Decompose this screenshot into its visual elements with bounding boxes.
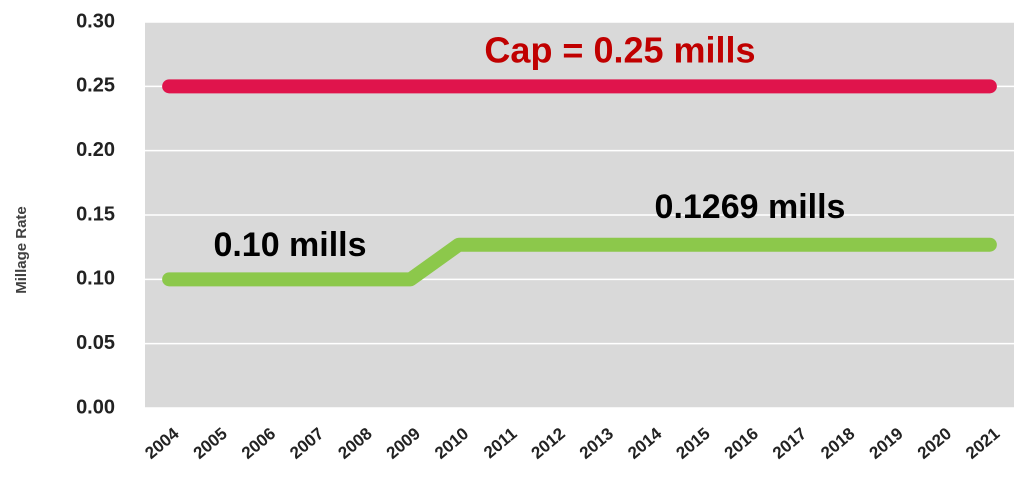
x-tick-label: 2021 bbox=[962, 424, 1003, 463]
x-tick-label: 2016 bbox=[721, 424, 762, 463]
x-tick-label: 2006 bbox=[238, 424, 279, 463]
y-tick-label: 0.20 bbox=[76, 139, 115, 161]
x-tick-label: 2008 bbox=[335, 424, 376, 463]
y-tick-label: 0.15 bbox=[76, 203, 115, 225]
x-tick-label: 2012 bbox=[528, 424, 569, 463]
annotation: 0.1269 mills bbox=[655, 188, 846, 226]
y-axis-label: Millage Rate bbox=[13, 206, 30, 294]
y-tick-label: 0.05 bbox=[76, 332, 115, 354]
x-tick-label: 2013 bbox=[576, 424, 617, 463]
x-tick-label: 2010 bbox=[431, 424, 472, 463]
x-tick-label: 2018 bbox=[817, 424, 858, 463]
x-tick-label: 2019 bbox=[866, 424, 907, 463]
y-tick-label: 0.25 bbox=[76, 75, 115, 97]
y-tick-label: 0.30 bbox=[76, 10, 115, 32]
y-tick-label: 0.10 bbox=[76, 268, 115, 290]
x-tick-label: 2005 bbox=[190, 424, 231, 463]
annotation: Cap = 0.25 mills bbox=[484, 30, 755, 71]
line bbox=[162, 237, 997, 287]
x-tick-label: 2015 bbox=[672, 424, 713, 463]
y-tick-label: 0.00 bbox=[76, 396, 115, 418]
x-tick-label: 2007 bbox=[286, 424, 327, 463]
x-tick-label: 2004 bbox=[141, 424, 183, 463]
annotation: 0.10 mills bbox=[213, 226, 366, 264]
x-tick-label: 2020 bbox=[914, 424, 955, 463]
x-tick-label: 2017 bbox=[769, 424, 810, 463]
x-tick-label: 2014 bbox=[624, 424, 666, 463]
x-tick-label: 2011 bbox=[480, 424, 520, 462]
x-tick-label: 2009 bbox=[383, 424, 424, 463]
